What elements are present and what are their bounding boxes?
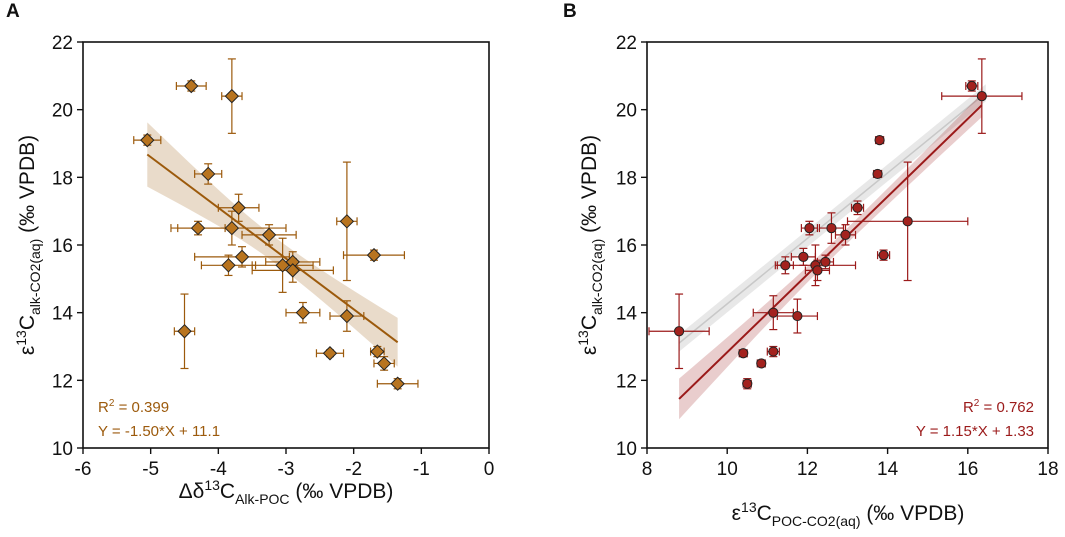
panel-b-xtick-label: 16 xyxy=(957,459,978,480)
panel-a-equation: Y = -1.50*X + 11.1 xyxy=(98,423,220,440)
panel-a-data-point xyxy=(224,220,240,236)
panel-a-xtick-label: -1 xyxy=(413,459,430,480)
panel-b-data-point xyxy=(804,222,815,234)
panel-b-letter: B xyxy=(563,1,577,22)
panel-a-xtick-label: -2 xyxy=(345,459,362,480)
panel-a-data-point xyxy=(370,344,385,359)
panel-b-data-point xyxy=(852,202,863,213)
panel-b-data-point xyxy=(673,326,685,337)
panel-a-xtick-label: -3 xyxy=(278,459,295,480)
panel-a-data-point xyxy=(366,247,382,263)
panel-a-data-point xyxy=(224,88,240,104)
panel-b-xtick-label: 18 xyxy=(1037,459,1058,480)
panel-b-secondary-line xyxy=(678,92,987,344)
panel-a-frame xyxy=(82,41,490,449)
panel-b-data-point xyxy=(780,260,791,271)
panel-b-frame xyxy=(646,41,1049,449)
panel-b-data-point xyxy=(840,229,851,240)
panel-b-data-point xyxy=(798,251,809,262)
panel-a-data-point xyxy=(231,200,246,215)
panel-a-data-point xyxy=(390,376,405,391)
panel-a-data-point xyxy=(221,258,236,273)
panel-a-ytick-label: 10 xyxy=(52,439,73,460)
panel-b-ytick-label: 14 xyxy=(616,304,638,325)
panel-a-ytick-label: 14 xyxy=(52,304,74,325)
panel-a-data-point xyxy=(339,308,355,324)
panel-a-ytick-label: 20 xyxy=(52,101,73,122)
panel-b-regression-line xyxy=(678,104,983,400)
panel-a-ytick-label: 18 xyxy=(52,168,73,189)
panel-b-data-point xyxy=(874,135,885,146)
panel-a-plot-area xyxy=(133,58,419,391)
panel-a-data-point xyxy=(376,356,392,371)
panel-b-data-point xyxy=(756,358,767,369)
panel-b-data-point xyxy=(872,168,883,180)
panel-a-data-point xyxy=(200,166,216,182)
panel-b-xtick-label: 14 xyxy=(877,459,899,480)
panel-a-data-point xyxy=(234,249,250,265)
panel-a-data-point xyxy=(322,346,338,361)
panel-b-xlabel: ε13CPOC-CO2(aq) (‰ VPDB) xyxy=(732,499,965,529)
panel-b-data-point xyxy=(820,256,831,268)
panel-a-data-point xyxy=(190,220,206,236)
panel-b-data-point xyxy=(976,91,987,102)
panel-b-xtick-label: 12 xyxy=(797,459,818,480)
panel-b-ylabel: ε13Calk-CO2(aq) (‰ VPDB) xyxy=(575,135,605,355)
panel-a-ytick-label: 12 xyxy=(52,371,73,392)
panel-b-data-point xyxy=(742,378,753,389)
panel-a-xlabel: Δδ13CAlk-POC (‰ VPDB) xyxy=(179,477,394,507)
panel-a-data-point xyxy=(339,214,355,229)
panel-b-data-point xyxy=(878,250,889,261)
panel-a-data-point xyxy=(285,263,300,278)
panel-b-data-point xyxy=(792,310,803,322)
panel-a-data-point xyxy=(261,227,277,243)
panel-a-regression-line xyxy=(146,153,399,344)
panel-a-data-point xyxy=(184,78,199,94)
panel-b-ytick-label: 10 xyxy=(616,439,637,460)
panel-b-ytick-label: 22 xyxy=(616,33,637,54)
panel-a-xtick-label: 0 xyxy=(484,459,495,480)
panel-a-r2: R2 = 0.399 xyxy=(98,398,169,416)
panel-b-xtick-label: 10 xyxy=(717,459,738,480)
panel-a-data-point xyxy=(140,132,155,148)
panel-b-data-point xyxy=(768,346,779,357)
panel-b-data-point xyxy=(768,307,779,318)
panel-b-data-point xyxy=(812,265,823,276)
panel-a-ytick-label: 16 xyxy=(52,236,73,257)
panel-b-equation: Y = 1.15*X + 1.33 xyxy=(916,423,1034,440)
panel-a-ticks: -6 -5 -4 -3 -2 -1 0 10 12 14 16 18 20 22 xyxy=(52,33,494,480)
panel-b-r2: R2 = 0.762 xyxy=(963,398,1034,416)
panel-a-letter: A xyxy=(6,1,20,22)
panel-a-ylabel: ε13Calk-CO2(aq) (‰ VPDB) xyxy=(13,135,43,355)
panel-b-data-point xyxy=(902,216,913,227)
panel-a-xtick-label: -4 xyxy=(210,459,227,480)
panel-b-xtick-label: 8 xyxy=(642,459,653,480)
panel-a-xtick-label: -6 xyxy=(75,459,92,480)
panel-b-data-point xyxy=(826,222,837,234)
panel-b-ytick-label: 12 xyxy=(616,371,637,392)
panel-b-data-point xyxy=(738,348,749,359)
panel-b-ytick-label: 18 xyxy=(616,168,637,189)
panel-a-data-point xyxy=(295,305,311,320)
panel-a: A -6 -5 -4 -3 -2 -1 0 10 12 14 16 18 20 22 R2 = 0.399… xyxy=(6,1,494,507)
panel-b-ci-band xyxy=(679,93,982,420)
panel-a-xtick-label: -5 xyxy=(142,459,159,480)
panel-a-ytick-label: 22 xyxy=(52,33,73,54)
panel-b-plot-area xyxy=(648,58,1023,420)
panel-b-data-point xyxy=(966,80,977,92)
panel-b-ytick-label: 16 xyxy=(616,236,637,257)
panel-a-data-point xyxy=(177,324,192,339)
panel-b-ytick-label: 20 xyxy=(616,101,637,122)
